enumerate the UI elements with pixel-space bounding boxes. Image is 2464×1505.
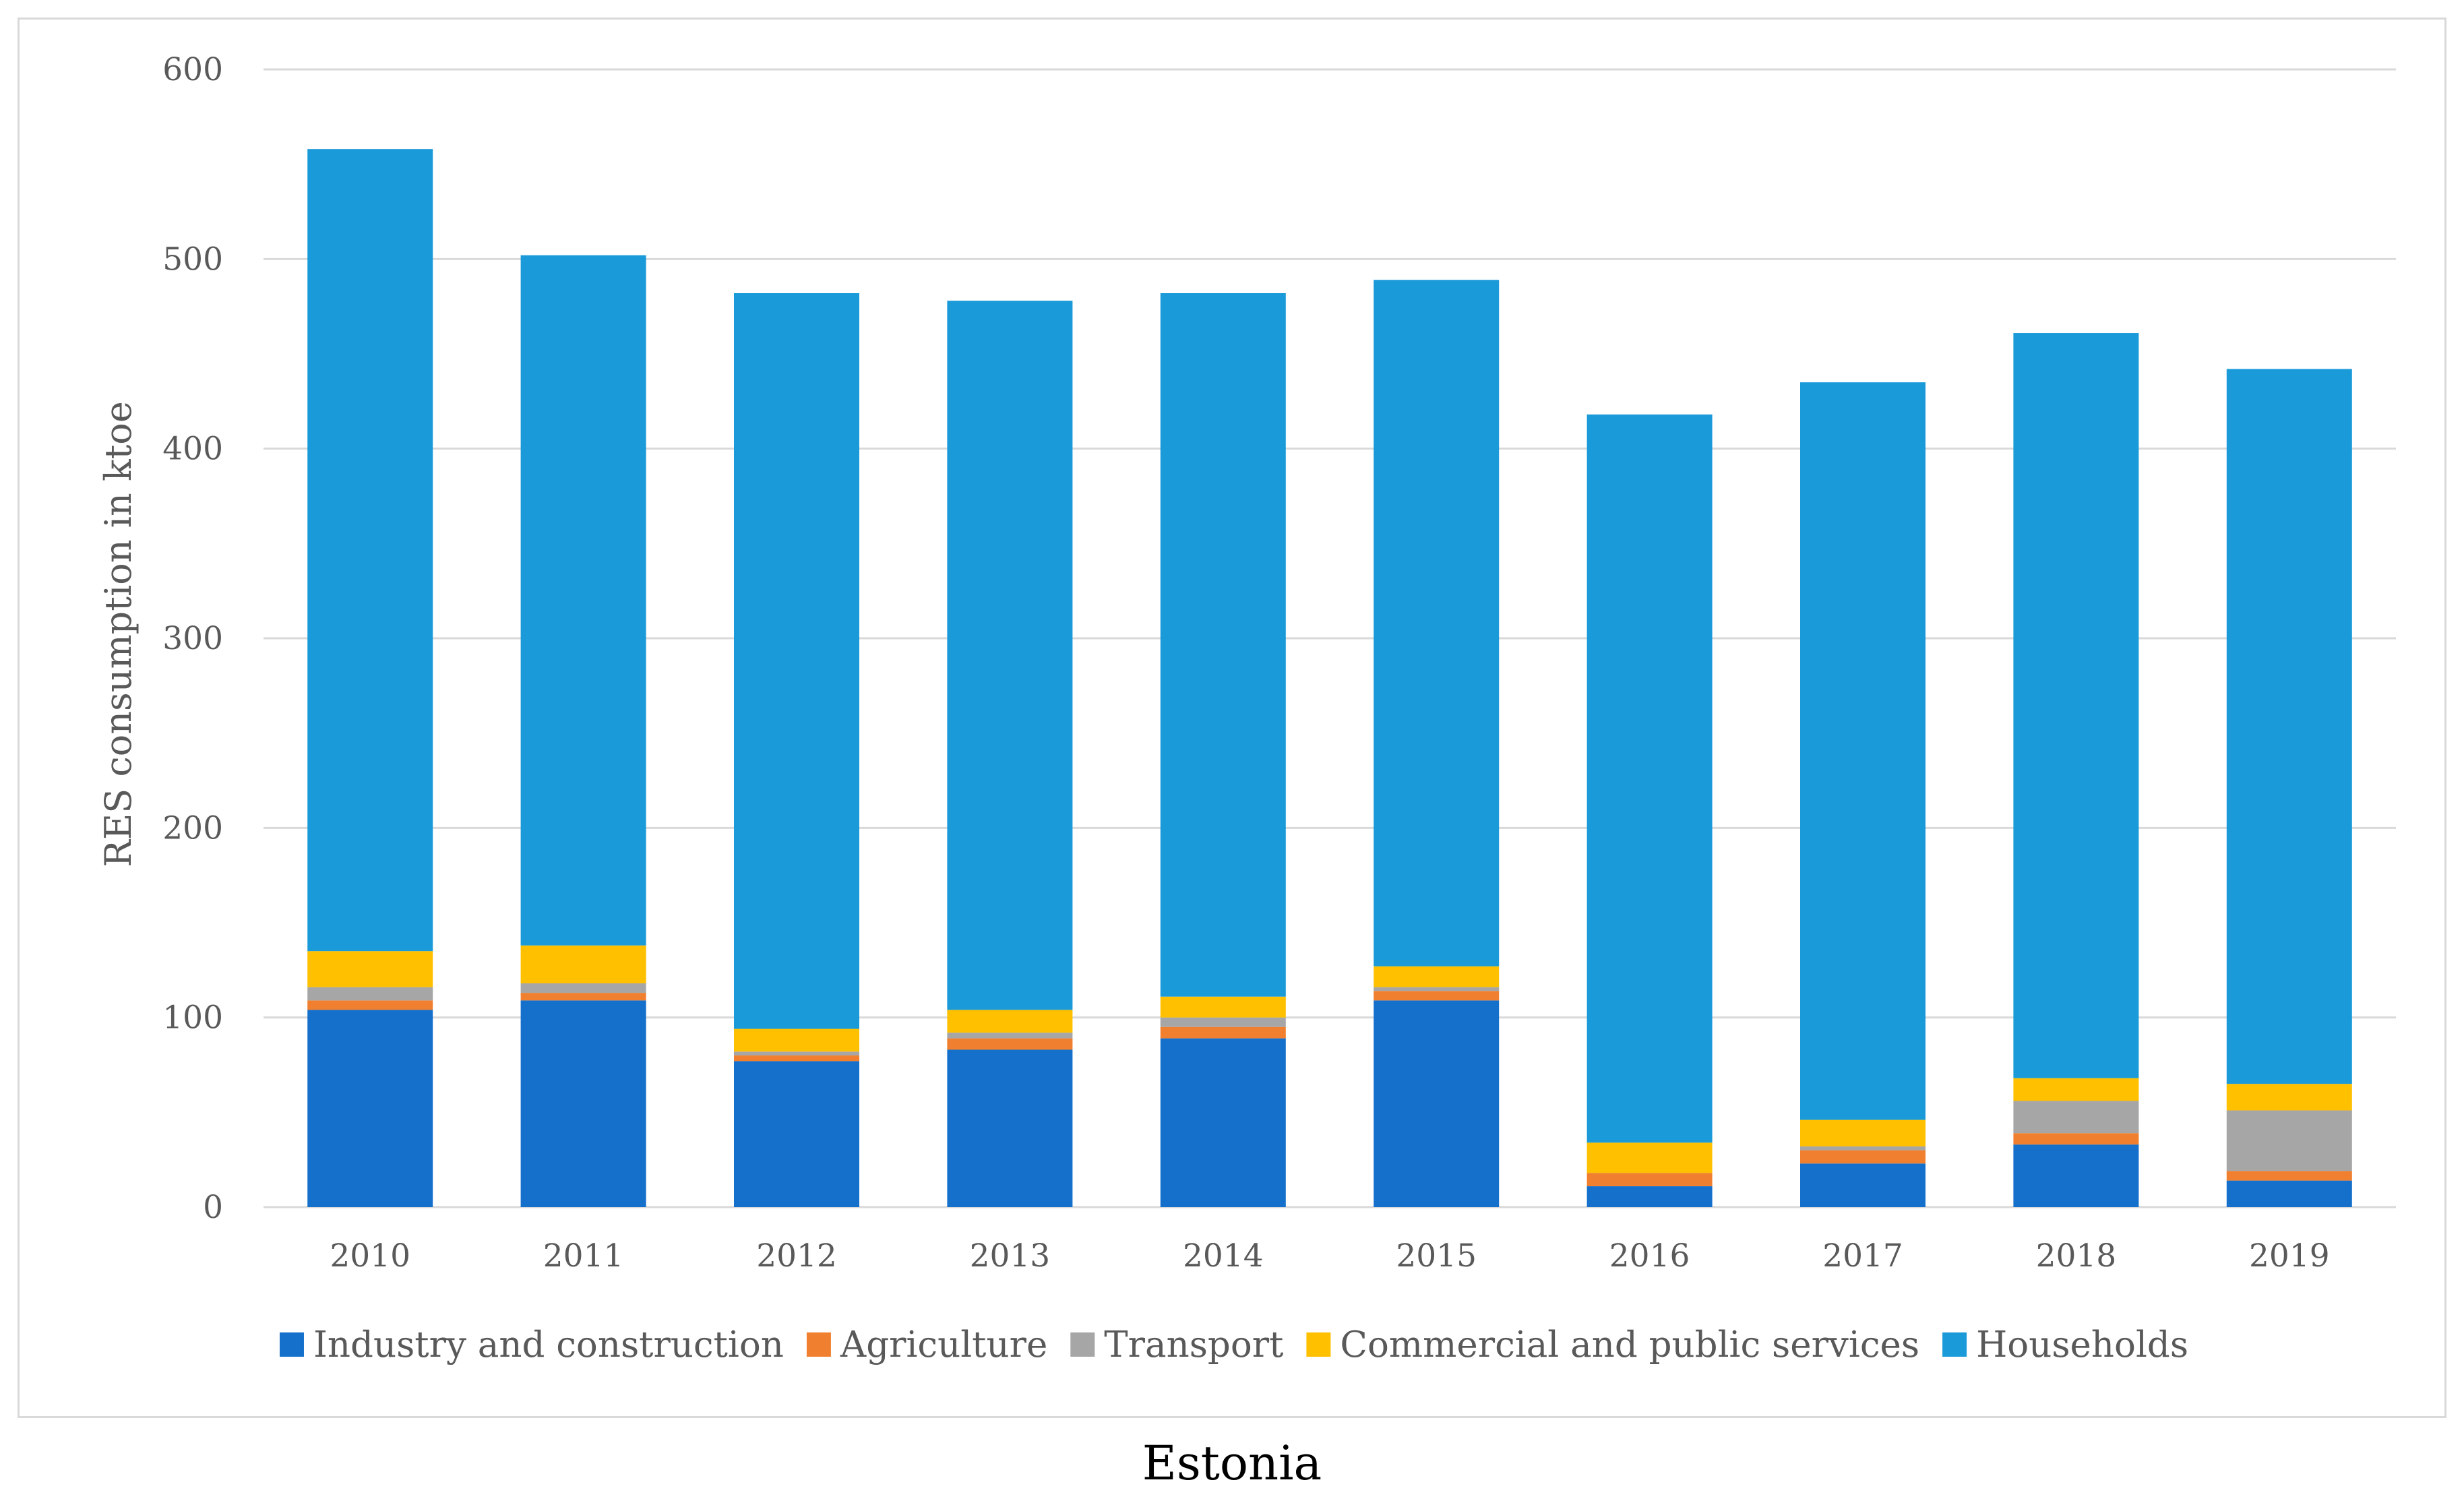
legend-swatch xyxy=(279,1332,304,1357)
bar-2016-commercial-and-public-services xyxy=(1587,1142,1713,1173)
y-tick-label: 300 xyxy=(162,620,223,657)
bar-2012-industry-and-construction xyxy=(734,1061,859,1207)
bar-2013-industry-and-construction xyxy=(947,1049,1073,1207)
bar-2014-agriculture xyxy=(1160,1026,1286,1039)
legend-item: Agriculture xyxy=(806,1324,1047,1365)
bar-2016-agriculture xyxy=(1587,1173,1713,1187)
bar-2010-transport xyxy=(307,987,433,1001)
y-tick-label: 500 xyxy=(162,241,223,278)
bar-2018-transport xyxy=(2013,1101,2139,1134)
bar-2017-households xyxy=(1800,382,1926,1120)
legend-item: Households xyxy=(1942,1324,2188,1365)
stacked-bar-chart: 0 100 200 300 400 500 600 2010 2011 2012 2013 2014… xyxy=(97,51,2396,1365)
legend-label: Industry and construction xyxy=(313,1324,784,1365)
legend-item: Commercial and public services xyxy=(1306,1324,1919,1365)
chart-frame: 0 100 200 300 400 500 600 2010 2011 2012 2013 2014… xyxy=(18,18,2446,1418)
bar-2015-transport xyxy=(1374,987,1500,991)
y-axis-title: RES consumption in ktoe xyxy=(97,401,140,867)
bar-2017-transport xyxy=(1800,1146,1926,1150)
bar-2019-transport xyxy=(2226,1110,2352,1171)
legend-swatch xyxy=(1306,1332,1331,1357)
bar-2017-commercial-and-public-services xyxy=(1800,1119,1926,1146)
bar-2011-industry-and-construction xyxy=(520,1000,646,1207)
y-tick-label: 200 xyxy=(162,809,223,847)
bar-2018-agriculture xyxy=(2013,1133,2139,1145)
x-tick-label-2016: 2016 xyxy=(1609,1237,1690,1274)
bar-2015-commercial-and-public-services xyxy=(1374,966,1500,987)
x-tick-label-2012: 2012 xyxy=(756,1237,837,1274)
bar-2017-agriculture xyxy=(1800,1150,1926,1164)
figure-caption: Estonia xyxy=(1142,1436,1322,1491)
bar-2012-transport xyxy=(734,1051,859,1055)
y-axis-ticks: 0 100 200 300 400 500 600 xyxy=(162,51,223,1226)
bar-2013-transport xyxy=(947,1033,1073,1039)
bar-2012-agriculture xyxy=(734,1055,859,1062)
bar-2011-transport xyxy=(520,983,646,993)
bar-2010-commercial-and-public-services xyxy=(307,951,433,987)
bar-2013-commercial-and-public-services xyxy=(947,1010,1073,1033)
bar-2015-agriculture xyxy=(1374,991,1500,1001)
bar-2019-households xyxy=(2226,369,2352,1084)
legend-label: Households xyxy=(1976,1324,2188,1365)
y-tick-label: 0 xyxy=(203,1189,223,1226)
bar-2011-commercial-and-public-services xyxy=(520,945,646,984)
bar-2013-households xyxy=(947,301,1073,1010)
bars xyxy=(307,149,2352,1207)
bar-2013-agriculture xyxy=(947,1038,1073,1050)
bar-2014-households xyxy=(1160,293,1286,997)
legend-item: Industry and construction xyxy=(279,1324,784,1365)
legend-label: Agriculture xyxy=(840,1324,1047,1365)
legend-label: Transport xyxy=(1104,1324,1283,1365)
legend-item: Transport xyxy=(1070,1324,1283,1365)
x-tick-label-2010: 2010 xyxy=(330,1237,410,1274)
x-tick-label-2011: 2011 xyxy=(543,1237,624,1274)
x-axis-ticks: 2010 2011 2012 2013 2014 2015 2016 2017 2018 2019 xyxy=(330,1237,2329,1274)
bar-2018-commercial-and-public-services xyxy=(2013,1078,2139,1101)
bar-2011-households xyxy=(520,255,646,946)
legend: Industry and construction Agriculture Tran… xyxy=(279,1324,2188,1365)
x-tick-label-2018: 2018 xyxy=(2036,1237,2117,1274)
bar-2010-industry-and-construction xyxy=(307,1010,433,1207)
bar-2018-industry-and-construction xyxy=(2013,1144,2139,1207)
bar-2016-industry-and-construction xyxy=(1587,1186,1713,1207)
bar-2019-agriculture xyxy=(2226,1171,2352,1181)
y-tick-label: 400 xyxy=(162,431,223,468)
y-tick-label: 100 xyxy=(162,1000,223,1037)
bar-2015-industry-and-construction xyxy=(1374,1000,1500,1207)
bar-2012-households xyxy=(734,293,859,1029)
bar-2012-commercial-and-public-services xyxy=(734,1028,859,1052)
bar-2010-agriculture xyxy=(307,1000,433,1010)
bar-2011-agriculture xyxy=(520,993,646,1001)
legend-swatch xyxy=(806,1332,831,1357)
bar-2010-households xyxy=(307,149,433,952)
bar-2019-commercial-and-public-services xyxy=(2226,1084,2352,1111)
x-tick-label-2015: 2015 xyxy=(1396,1237,1477,1274)
bar-2014-transport xyxy=(1160,1017,1286,1027)
bar-2014-industry-and-construction xyxy=(1160,1038,1286,1207)
legend-label: Commercial and public services xyxy=(1340,1324,1919,1365)
bar-2019-industry-and-construction xyxy=(2226,1180,2352,1207)
bar-2015-households xyxy=(1374,280,1500,966)
x-tick-label-2019: 2019 xyxy=(2249,1237,2330,1274)
x-tick-label-2017: 2017 xyxy=(1822,1237,1903,1274)
bar-2018-households xyxy=(2013,333,2139,1078)
legend-swatch xyxy=(1070,1332,1095,1357)
bar-2014-commercial-and-public-services xyxy=(1160,996,1286,1018)
x-tick-label-2014: 2014 xyxy=(1183,1237,1264,1274)
legend-swatch xyxy=(1942,1332,1967,1357)
bar-2017-industry-and-construction xyxy=(1800,1163,1926,1207)
bar-2016-households xyxy=(1587,414,1713,1143)
x-tick-label-2013: 2013 xyxy=(970,1237,1051,1274)
y-tick-label: 600 xyxy=(162,51,223,88)
